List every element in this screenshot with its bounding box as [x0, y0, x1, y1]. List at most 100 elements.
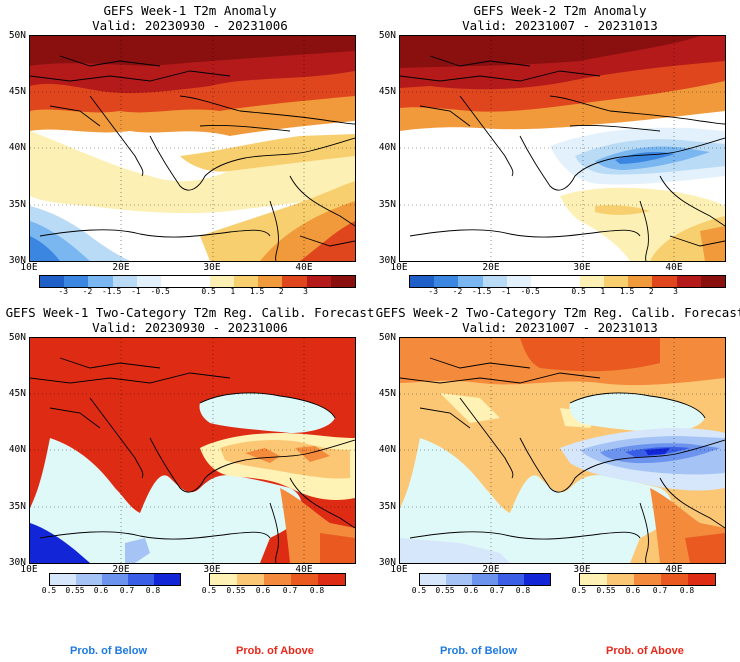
colorbar-swatch [154, 574, 180, 585]
colorbar-swatch [88, 276, 113, 287]
colorbar-swatch [64, 276, 89, 287]
colorbar-swatch [258, 276, 283, 287]
prob-above-label-right: Prob. of Above [606, 645, 684, 657]
prob-above-label-left: Prob. of Above [236, 645, 314, 657]
colorbar-swatch [446, 574, 472, 585]
colorbar-swatch [40, 276, 65, 287]
panel1-anomaly-colorbar [39, 275, 356, 288]
colorbar-tick-label: 0.5 [571, 287, 586, 296]
colorbar-tick-label: 0.55 [65, 586, 85, 595]
panel2-valid-dates: Valid: 20231007 - 20231013 [462, 18, 658, 33]
panel1-lon-label: 20E [112, 262, 130, 273]
panel3-lon-label: 30E [203, 564, 221, 575]
colorbar-tick-label: -2 [452, 287, 463, 296]
panel3-map [29, 337, 356, 564]
colorbar-tick-label: 0.7 [119, 586, 135, 595]
panel2-lon-label: 20E [482, 262, 500, 273]
colorbar-swatch [607, 574, 634, 585]
colorbar-tick-label: 2 [648, 287, 654, 296]
panel4-valid-dates: Valid: 20231007 - 20231013 [462, 320, 658, 335]
colorbar-swatch [264, 574, 291, 585]
panel4-lat-label: 35N [378, 501, 396, 512]
colorbar-tick-label: 0.5 [571, 586, 587, 595]
panel4-lat-label: 45N [378, 388, 396, 399]
colorbar-swatch [434, 276, 459, 287]
colorbar-tick-label: 1 [600, 287, 606, 296]
panel4-lon-label: 40E [665, 564, 683, 575]
colorbar-swatch [579, 276, 604, 287]
colorbar-swatch [128, 574, 154, 585]
colorbar-tick-label: -0.5 [520, 287, 540, 296]
colorbar-tick-label: -2 [82, 287, 93, 296]
panel3-lat-label: 45N [8, 388, 26, 399]
panel4-lat-label: 50N [378, 332, 396, 343]
colorbar-swatch [506, 276, 532, 287]
panel4-map [399, 337, 726, 564]
panel4-below-colorbar [419, 573, 551, 586]
panel4-lon-label: 30E [573, 564, 591, 575]
colorbar-swatch [161, 276, 186, 287]
colorbar-swatch [524, 574, 550, 585]
colorbar-tick-label: 0.8 [679, 586, 695, 595]
panel3-below-colorbar [49, 573, 181, 586]
colorbar-tick-label: 1 [230, 287, 236, 296]
panel4-above-colorbar [579, 573, 716, 586]
colorbar-swatch [112, 276, 137, 287]
colorbar-tick-label: -0.5 [150, 287, 170, 296]
panel2-lon-label: 30E [573, 262, 591, 273]
panel2-map [399, 35, 726, 262]
panel1-lat-label: 35N [8, 199, 26, 210]
colorbar-tick-label: 0.5 [201, 586, 217, 595]
panel3-valid-dates: Valid: 20230930 - 20231006 [92, 320, 288, 335]
panel3-lat-label: 35N [8, 501, 26, 512]
colorbar-tick-label: 0.6 [625, 586, 641, 595]
panel3-title: GEFS Week-1 Two-Category T2m Reg. Calib.… [5, 305, 375, 320]
colorbar-swatch [652, 276, 677, 287]
panel1-lon-label: 40E [295, 262, 313, 273]
colorbar-swatch [136, 276, 162, 287]
colorbar-tick-label: 0.8 [515, 586, 531, 595]
panel3-lon-label: 20E [112, 564, 130, 575]
colorbar-tick-label: 1.5 [619, 287, 635, 296]
panel1-valid-dates: Valid: 20230930 - 20231006 [92, 18, 288, 33]
colorbar-tick-label: 0.6 [255, 586, 271, 595]
colorbar-tick-label: 0.8 [309, 586, 325, 595]
colorbar-swatch [482, 276, 507, 287]
colorbar-swatch [318, 574, 345, 585]
panel4-lon-label: 10E [390, 564, 408, 575]
colorbar-tick-label: 0.5 [411, 586, 427, 595]
colorbar-swatch [628, 276, 653, 287]
colorbar-swatch [688, 574, 715, 585]
colorbar-swatch [282, 276, 307, 287]
panel1-title: GEFS Week-1 T2m Anomaly [103, 3, 277, 18]
panel2-lat-label: 45N [378, 86, 396, 97]
colorbar-tick-label: 2 [278, 287, 284, 296]
panel1-lat-label: 40N [8, 142, 26, 153]
panel3-lon-label: 10E [20, 564, 38, 575]
colorbar-tick-label: 0.55 [596, 586, 616, 595]
colorbar-swatch [700, 276, 726, 287]
colorbar-swatch [472, 574, 498, 585]
colorbar-tick-label: -1 [501, 287, 511, 296]
panel1-map [29, 35, 356, 262]
colorbar-swatch [330, 276, 356, 287]
panel3-lat-label: 30N [8, 557, 26, 568]
panel2-lon-label: 40E [665, 262, 683, 273]
colorbar-swatch [185, 276, 210, 287]
panel3-above-colorbar [209, 573, 346, 586]
panel1-lon-label: 10E [20, 262, 38, 273]
panel4-title: GEFS Week-2 Two-Category T2m Reg. Calib.… [375, 305, 740, 320]
panel1-lat-label: 50N [8, 30, 26, 41]
colorbar-tick-label: 0.7 [489, 586, 505, 595]
colorbar-tick-label: -3 [58, 287, 69, 296]
panel2-title: GEFS Week-2 T2m Anomaly [473, 3, 647, 18]
colorbar-swatch [50, 574, 76, 585]
colorbar-tick-label: 0.7 [652, 586, 668, 595]
panel1-lat-label: 30N [8, 255, 26, 266]
colorbar-tick-label: -1.5 [472, 287, 492, 296]
panel2-anomaly-colorbar [409, 275, 726, 288]
colorbar-swatch [676, 276, 701, 287]
colorbar-swatch [555, 276, 580, 287]
colorbar-swatch [102, 574, 128, 585]
colorbar-swatch [498, 574, 524, 585]
